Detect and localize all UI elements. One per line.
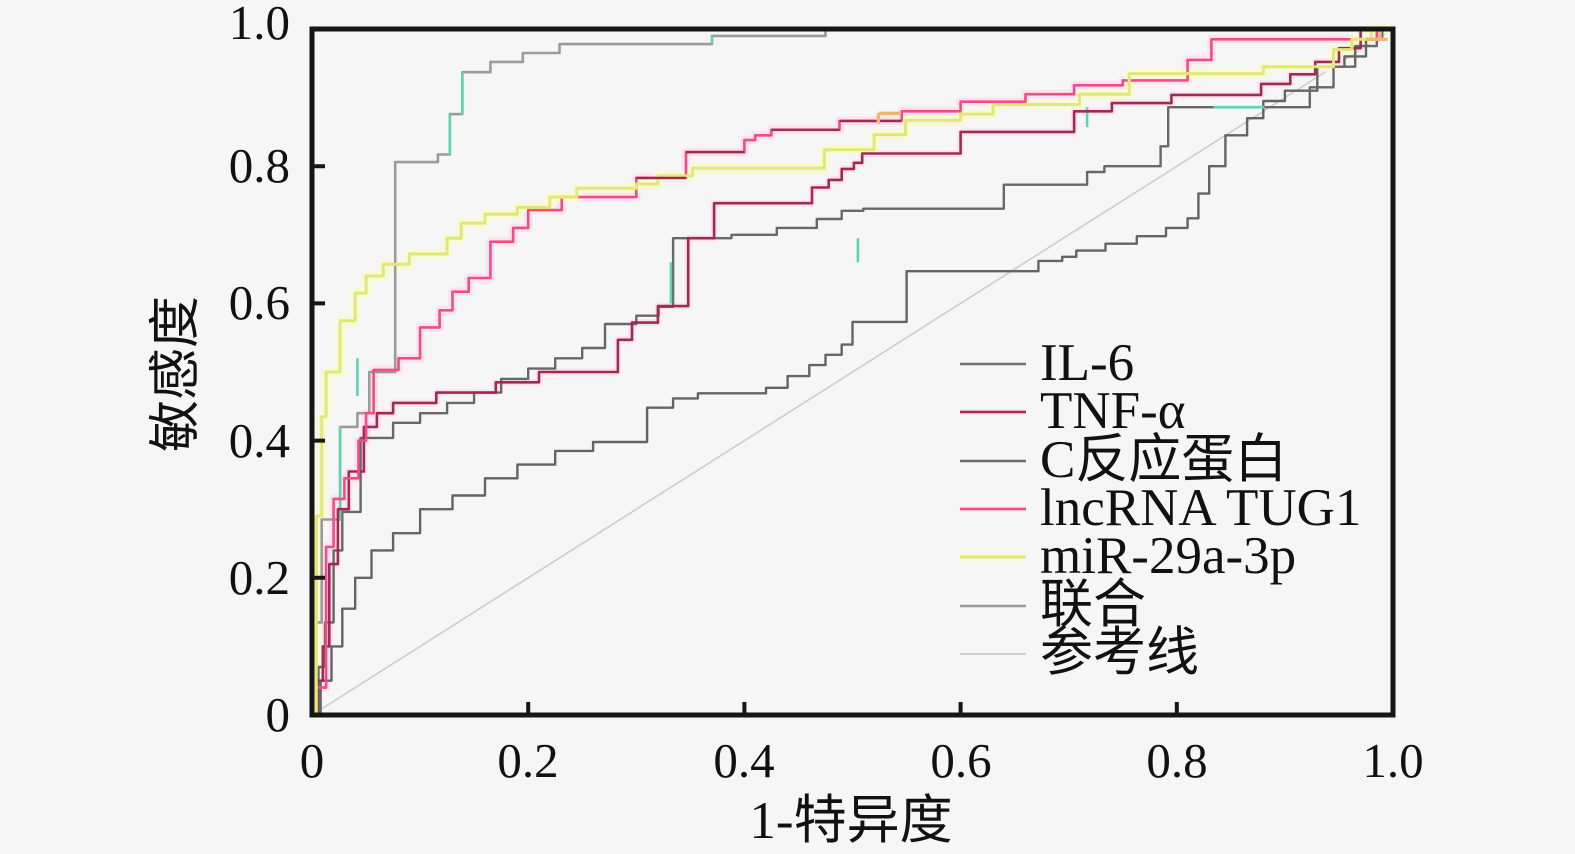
svg-text:0.8: 0.8: [1146, 733, 1207, 788]
svg-text:敏感度: 敏感度: [148, 296, 205, 452]
svg-text:0: 0: [266, 687, 291, 742]
svg-text:参考线: 参考线: [1040, 624, 1199, 682]
svg-text:TNF-α: TNF-α: [1040, 382, 1186, 440]
svg-text:0.6: 0.6: [930, 733, 991, 788]
svg-text:0.4: 0.4: [229, 413, 290, 468]
svg-text:0.6: 0.6: [229, 275, 290, 330]
svg-text:0.2: 0.2: [497, 733, 558, 788]
svg-text:0.4: 0.4: [713, 733, 774, 788]
svg-text:0.8: 0.8: [229, 138, 290, 193]
svg-text:1.0: 1.0: [229, 0, 290, 50]
svg-text:C反应蛋白: C反应蛋白: [1040, 431, 1287, 489]
svg-text:0.2: 0.2: [229, 550, 290, 605]
svg-text:miR-29a-3p: miR-29a-3p: [1040, 527, 1296, 585]
svg-text:lncRNA TUG1: lncRNA TUG1: [1040, 479, 1361, 537]
svg-text:IL-6: IL-6: [1040, 334, 1134, 392]
svg-text:1-特异度: 1-特异度: [749, 792, 952, 850]
svg-text:联合: 联合: [1040, 576, 1146, 634]
svg-text:1.0: 1.0: [1362, 733, 1423, 788]
svg-text:0: 0: [300, 733, 325, 788]
